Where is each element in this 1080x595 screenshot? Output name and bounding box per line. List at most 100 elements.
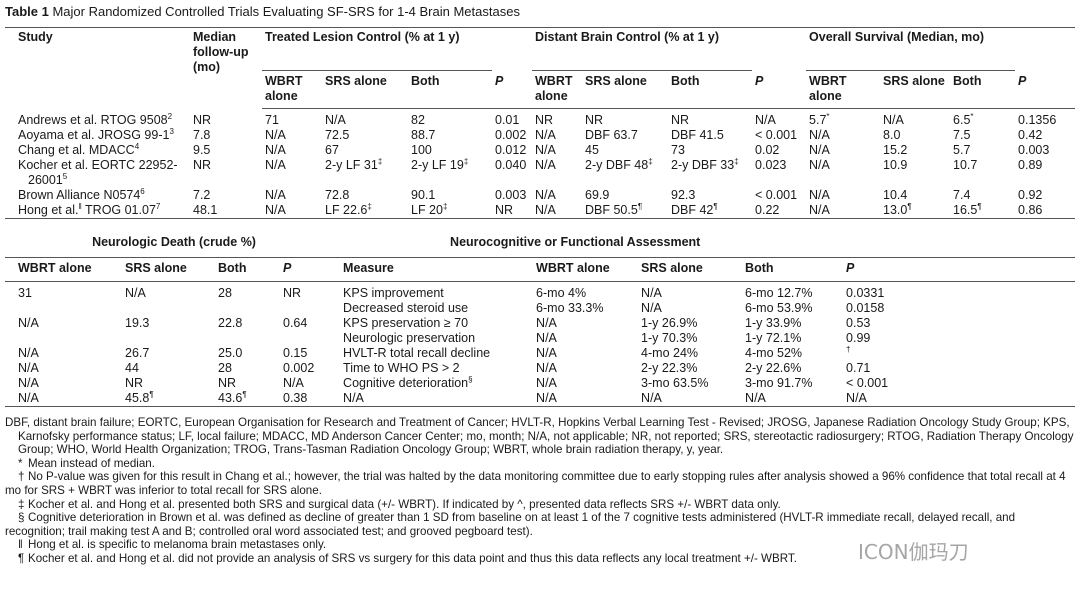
column-header: SRS alone bbox=[322, 70, 408, 109]
abbreviations: DBF, distant brain failure; EORTC, Europ… bbox=[5, 416, 1074, 457]
table-cell: 0.22 bbox=[755, 203, 780, 217]
table-row: Neurologic preservation N/A 1-y 70.3% 1-y 7… bbox=[5, 331, 1075, 346]
table-cell: N/A bbox=[846, 391, 867, 405]
table-cell: 90.1 bbox=[411, 188, 436, 202]
text: 5.7 bbox=[809, 113, 827, 127]
text: Kocher et al. EORTC 22952-26001 bbox=[18, 158, 178, 187]
table-cell: 6-mo 4% bbox=[536, 286, 587, 300]
superscript: ‡ bbox=[367, 203, 372, 211]
table-cell: 0.38 bbox=[283, 391, 308, 405]
title-text: Major Randomized Controlled Trials Evalu… bbox=[52, 4, 520, 19]
column-header: SRS alone bbox=[582, 70, 668, 109]
footnote-text: Mean instead of median. bbox=[28, 456, 155, 470]
table-cell: 10.7 bbox=[953, 158, 978, 172]
notes: DBF, distant brain failure; EORTC, Europ… bbox=[5, 416, 1075, 566]
table-cell: HVLT-R total recall decline bbox=[343, 346, 491, 360]
header-row: WBRT alone SRS alone Both P WBRT alone SRS al… bbox=[5, 70, 1076, 109]
table-row: 31 N/A 28 NR KPS improvement 6-mo 4% N/A 6-mo 1… bbox=[5, 282, 1075, 302]
study-cell: Kocher et al. EORTC 22952-260015 bbox=[5, 158, 190, 188]
column-header: SRS alone bbox=[122, 257, 215, 282]
table-cell: 6-mo 12.7% bbox=[745, 286, 813, 300]
column-header: WBRT alone bbox=[533, 257, 639, 282]
table-cell: 10.4 bbox=[883, 188, 908, 202]
table-cell: 73 bbox=[671, 143, 685, 157]
superscript: ‡ bbox=[648, 158, 653, 166]
group-header: Distant Brain Control (% at 1 y) bbox=[532, 27, 753, 71]
spacer bbox=[492, 28, 532, 71]
text: LF 22.6 bbox=[325, 203, 368, 217]
table-cell: 26.7 bbox=[125, 346, 150, 360]
table-cell: N/A bbox=[536, 361, 557, 375]
table-cell: N/A bbox=[809, 188, 830, 202]
table-cell bbox=[215, 331, 280, 346]
column-header: P bbox=[752, 70, 807, 109]
table-cell: 31 bbox=[18, 286, 32, 300]
table-cell: 0.92 bbox=[1018, 188, 1043, 202]
table-cell: 0.023 bbox=[755, 158, 787, 172]
footnote: † No P-value was given for this result in… bbox=[5, 470, 1075, 497]
table-cell: NR bbox=[125, 376, 144, 390]
group-header: Overall Survival (Median, mo) bbox=[806, 27, 1016, 71]
table-cell: N/A bbox=[536, 331, 557, 345]
table-cell: N/A bbox=[883, 113, 904, 127]
table-cell: N/A bbox=[536, 346, 557, 360]
superscript: ‡ bbox=[463, 158, 469, 166]
outcomes-table: Neurologic Death (crude %) Neurocognitive… bbox=[5, 231, 1076, 407]
table-cell: 0.15 bbox=[283, 346, 308, 360]
footnote-mark: ‖ bbox=[18, 538, 23, 552]
table-cell: 72.5 bbox=[325, 128, 350, 142]
superscript: § bbox=[468, 376, 473, 384]
column-header: P bbox=[1015, 70, 1076, 109]
table-cell: 7.8 bbox=[193, 128, 211, 142]
superscript: ‖ bbox=[78, 203, 82, 211]
table-row: N/A 45.8¶ 43.6¶ 0.38 N/A N/A N/A N/A N/A bbox=[5, 391, 1075, 407]
table-cell: N/A bbox=[283, 376, 304, 390]
table-row: N/A NR NR N/A Cognitive deterioration§ N/A 3-m… bbox=[5, 376, 1075, 391]
table-cell: N/A bbox=[265, 203, 286, 217]
superscript: * bbox=[970, 112, 974, 121]
superscript: 3 bbox=[169, 128, 174, 136]
table-cell: < 0.001 bbox=[755, 128, 798, 142]
table-cell: 92.3 bbox=[671, 188, 696, 202]
table-cell: N/A bbox=[18, 391, 39, 405]
watermark: ICON伽玛刀 bbox=[858, 540, 969, 564]
table-row: Andrews et al. RTOG 95082 NR 71 N/A 82 0.01 NR… bbox=[5, 109, 1075, 129]
superscript: ‡ bbox=[377, 158, 383, 166]
table-cell: N/A bbox=[265, 158, 286, 172]
table-cell: N/A bbox=[755, 113, 776, 127]
table-cell: 7.4 bbox=[953, 188, 971, 202]
table-cell: 2-y DBF 33‡ bbox=[668, 158, 752, 188]
table-row: N/A 19.3 22.8 0.64 KPS preservation ≥ 70 N/A 1… bbox=[5, 316, 1075, 331]
table-cell: 72.8 bbox=[325, 188, 350, 202]
table-cell: 2-y LF 19‡ bbox=[408, 158, 492, 188]
footnote: ‖ Hong et al. is specific to melanoma bra… bbox=[5, 538, 1075, 552]
table-cell: 0.01 bbox=[495, 113, 520, 127]
superscript: ¶ bbox=[149, 391, 154, 399]
table-cell: DBF 63.7 bbox=[585, 128, 638, 142]
table-cell: 28 bbox=[218, 361, 232, 375]
text: Andrews et al. RTOG 9508 bbox=[18, 112, 168, 127]
table-cell: LF 22.6‡ bbox=[322, 203, 408, 219]
table-cell: 9.5 bbox=[193, 143, 211, 157]
study-cell: Hong et al.‖ TROG 01.077 bbox=[5, 203, 190, 219]
table-cell: N/A bbox=[265, 188, 286, 202]
text: 6.5 bbox=[953, 113, 971, 127]
table-cell: < 0.001 bbox=[755, 188, 798, 202]
table-cell: N/A bbox=[18, 346, 39, 360]
table-cell: 4-mo 24% bbox=[641, 346, 699, 360]
table-cell: 100 bbox=[411, 143, 432, 157]
table-cell: 28 bbox=[218, 286, 232, 300]
footnote-text: Kocher et al. and Hong et al. presented … bbox=[28, 497, 781, 511]
table-cell: N/A bbox=[125, 286, 146, 300]
table-cell: Decreased steroid use bbox=[343, 301, 469, 315]
superscript: 2 bbox=[167, 111, 173, 121]
group-header: Treated Lesion Control (% at 1 y) bbox=[262, 27, 492, 71]
table-cell: 7.5 bbox=[953, 128, 971, 142]
superscript: ¶ bbox=[713, 203, 718, 211]
column-header: P bbox=[280, 257, 341, 282]
table-cell: 45 bbox=[585, 143, 599, 157]
table-cell: 43.6¶ bbox=[215, 391, 280, 407]
text: Brown Alliance N0574 bbox=[18, 188, 141, 202]
text: DBF 50.5 bbox=[585, 203, 638, 217]
